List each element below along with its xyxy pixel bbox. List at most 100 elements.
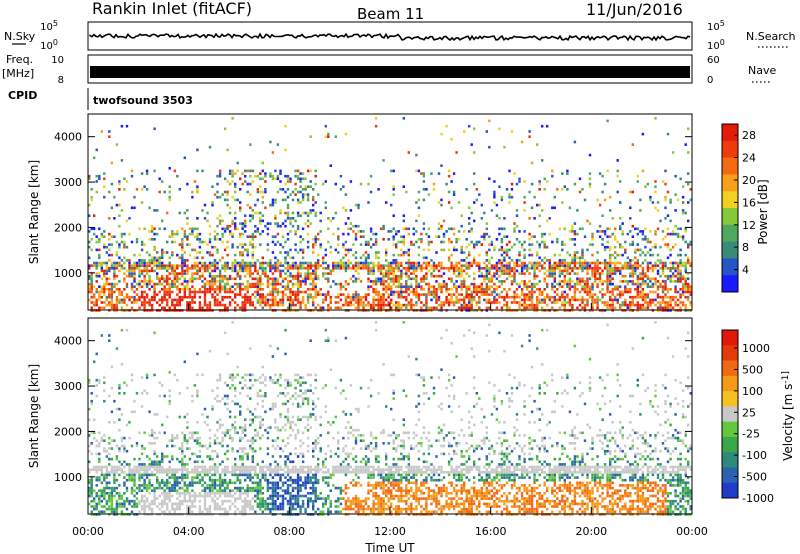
power-cell	[435, 251, 438, 254]
power-cell	[332, 232, 335, 236]
power-cell	[234, 253, 237, 257]
power-cell	[181, 298, 184, 302]
power-cell	[606, 119, 609, 123]
power-cell	[271, 285, 275, 288]
power-cell	[374, 303, 378, 307]
velocity-cell	[105, 473, 108, 477]
power-cell	[641, 288, 645, 291]
power-cell	[276, 303, 280, 307]
power-cell	[498, 293, 501, 296]
power-cell	[367, 288, 370, 291]
power-cell	[664, 280, 667, 283]
power-cell	[664, 282, 667, 286]
power-cell	[644, 293, 647, 296]
power-cell	[440, 132, 443, 136]
power-cell	[354, 224, 358, 228]
power-cell	[208, 282, 212, 286]
power-cell	[329, 269, 332, 273]
power-cell	[203, 285, 207, 288]
power-cell	[347, 295, 350, 299]
velocity-cell	[93, 431, 96, 435]
nsky-line	[89, 32, 691, 42]
velocity-cell	[186, 468, 189, 471]
power-cell	[611, 277, 614, 281]
power-cell	[510, 301, 514, 304]
power-cell	[578, 227, 582, 231]
power-cell	[395, 301, 398, 304]
power-cell	[251, 238, 254, 241]
power-cell	[379, 267, 383, 270]
power-cell	[591, 301, 594, 304]
power-cell	[619, 224, 622, 228]
power-cell	[193, 264, 197, 267]
power-cell	[392, 267, 395, 270]
power-cell	[299, 272, 302, 275]
power-cell	[153, 169, 156, 173]
power-cell	[113, 261, 116, 265]
velocity-cell	[176, 502, 179, 506]
power-cell	[88, 288, 91, 291]
power-cell	[586, 285, 589, 288]
velocity-cell	[208, 349, 212, 353]
power-cell	[118, 288, 121, 291]
power-cell	[460, 298, 463, 302]
power-cell	[374, 232, 378, 236]
power-cell	[684, 261, 687, 265]
velocity-cell	[158, 502, 161, 506]
power-cell	[609, 261, 612, 265]
power-cell	[239, 251, 242, 254]
power-cell	[256, 272, 259, 275]
power-cell	[231, 169, 234, 173]
power-cell	[457, 274, 461, 278]
power-cell	[646, 293, 650, 296]
power-cell	[571, 230, 574, 233]
power-cell	[118, 180, 121, 183]
power-cell	[359, 267, 363, 270]
power-cell	[274, 288, 277, 291]
power-cell	[208, 303, 212, 307]
power-cell	[161, 267, 164, 270]
velocity-cell	[163, 481, 166, 485]
power-cell	[483, 293, 486, 296]
power-cell	[236, 161, 239, 165]
power-cell	[661, 306, 665, 310]
power-cell	[598, 172, 602, 175]
power-cell	[181, 269, 184, 273]
power-cell	[457, 272, 461, 275]
power-cell	[566, 280, 569, 283]
power-cell	[588, 295, 592, 299]
velocity-cell	[120, 497, 124, 500]
velocity-cell	[120, 505, 124, 508]
power-cell	[193, 290, 197, 294]
power-cell	[452, 303, 456, 307]
power-cell	[216, 182, 219, 186]
power-cell	[342, 232, 345, 236]
velocity-cell	[191, 476, 194, 479]
power-cell	[133, 264, 136, 267]
power-cell	[357, 224, 360, 228]
velocity-cell	[103, 449, 106, 453]
velocity-cell	[188, 481, 192, 485]
power-cell	[523, 264, 526, 267]
power-cell	[249, 240, 252, 244]
power-cell	[437, 227, 441, 231]
power-cell	[631, 235, 634, 238]
power-cell	[586, 269, 589, 273]
power-cell	[312, 269, 315, 273]
power-cell	[463, 277, 466, 281]
power-cell	[591, 285, 594, 288]
power-cell	[468, 222, 471, 225]
power-cell	[216, 264, 219, 267]
power-cell	[387, 238, 390, 241]
power-cell	[344, 269, 348, 273]
power-cell	[671, 272, 675, 275]
power-cell	[158, 177, 161, 181]
power-cell	[666, 290, 670, 294]
power-cell	[659, 282, 662, 286]
power-cell	[684, 303, 687, 307]
power-cell	[442, 303, 446, 307]
velocity-cell	[203, 502, 207, 506]
power-cell	[427, 288, 431, 291]
power-cell	[344, 295, 348, 299]
power-cell	[523, 285, 526, 288]
